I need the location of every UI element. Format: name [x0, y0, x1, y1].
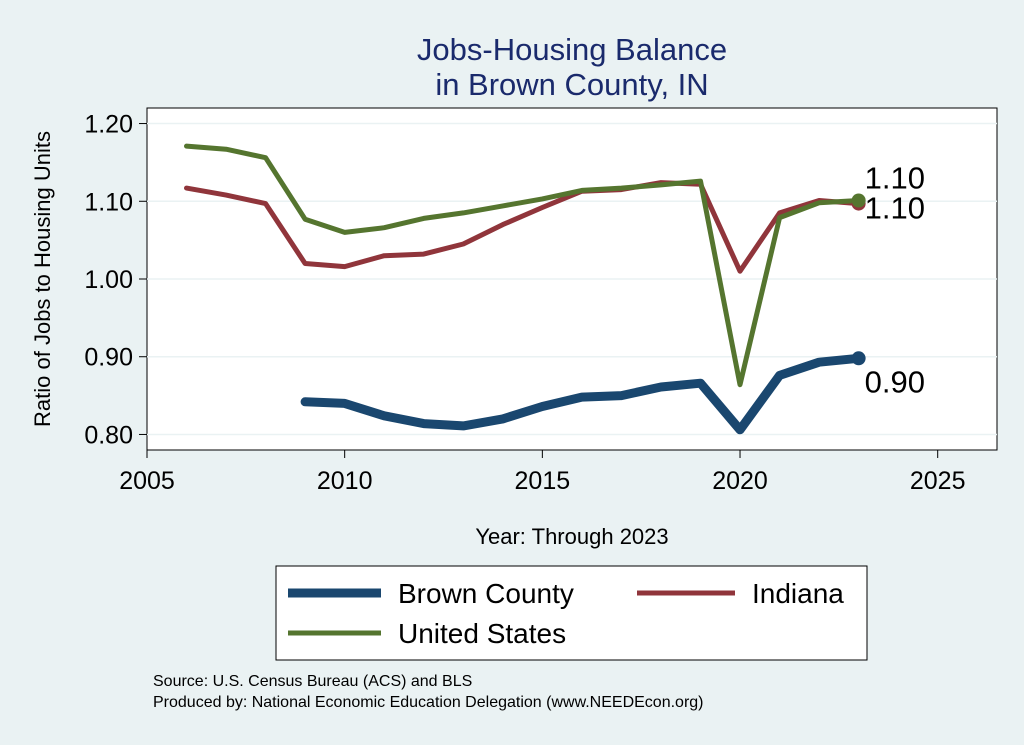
- series-line-brown-county: [300, 353, 864, 435]
- x-tick-label: 2015: [515, 467, 571, 495]
- x-axis-title: Year: Through 2023: [475, 524, 668, 549]
- source-line: Source: U.S. Census Bureau (ACS) and BLS: [153, 673, 472, 690]
- y-axis-title: Ratio of Jobs to Housing Units: [30, 131, 55, 427]
- end-label-brown-county: 0.90: [865, 364, 925, 399]
- x-tick-label: 2010: [317, 467, 373, 495]
- legend-label-united-states: United States: [398, 618, 566, 649]
- chart-title-line-2: in Brown County, IN: [435, 67, 708, 102]
- series-line-indiana: [184, 180, 862, 274]
- axes: 0.80 0.90 1.00 1.10 1.20 2005 2010 2015 2020 2025: [84, 111, 965, 495]
- legend-label-brown-county: Brown County: [398, 578, 574, 609]
- x-tick-label: 2005: [119, 467, 175, 495]
- series-line-united-states: [184, 143, 862, 388]
- series-group: [184, 143, 864, 435]
- producer-line: Produced by: National Economic Education…: [153, 694, 704, 711]
- y-tick-label: 1.20: [84, 111, 133, 139]
- y-tick-label: 0.80: [84, 421, 133, 449]
- end-label-united-states: 1.10: [865, 160, 925, 195]
- end-label-indiana: 1.10: [865, 191, 925, 226]
- end-marker-united-states: [851, 193, 866, 208]
- x-tick-label: 2025: [910, 467, 966, 495]
- legend-box: [275, 565, 868, 661]
- x-tick-label: 2020: [712, 467, 768, 495]
- chart-title-line-1: Jobs-Housing Balance: [417, 32, 727, 67]
- y-tick-label: 1.10: [84, 188, 133, 216]
- y-tick-label: 0.90: [84, 344, 133, 372]
- end-marker-brown-county: [851, 351, 866, 366]
- end-labels: 0.90 1.101.10: [851, 160, 925, 399]
- y-tick-label: 1.00: [84, 266, 133, 294]
- legend-label-indiana: Indiana: [752, 578, 844, 609]
